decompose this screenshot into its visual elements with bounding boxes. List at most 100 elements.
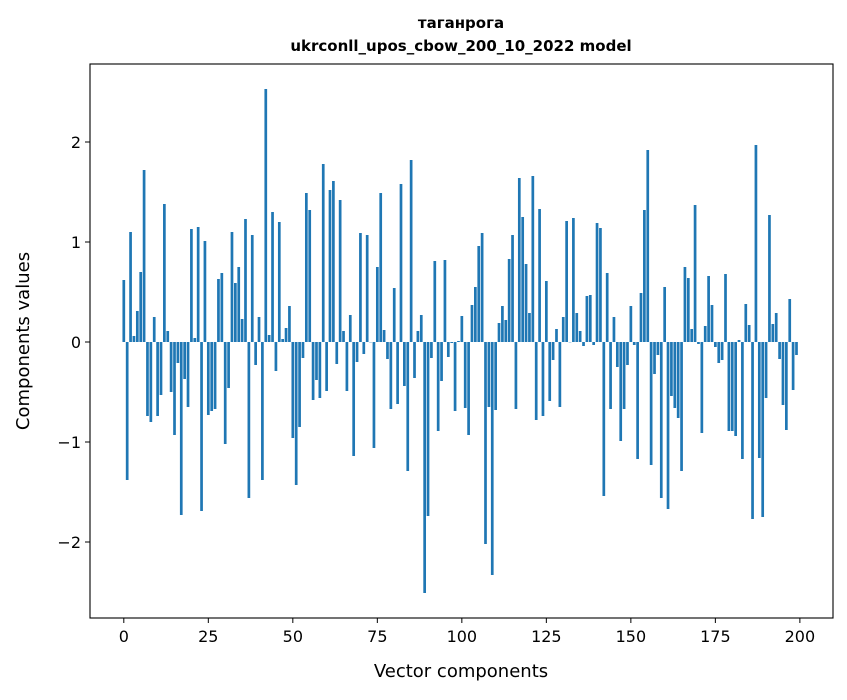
bar-172: [704, 326, 707, 342]
bar-165: [680, 342, 683, 471]
bar-65: [342, 331, 345, 342]
bar-21: [193, 338, 196, 342]
bar-112: [501, 306, 504, 342]
bar-79: [389, 342, 392, 409]
bar-131: [565, 221, 568, 342]
bar-33: [234, 283, 237, 342]
bar-192: [771, 324, 774, 342]
bar-104: [474, 287, 477, 342]
bar-119: [525, 264, 528, 342]
bar-113: [504, 320, 507, 342]
bar-77: [383, 330, 386, 342]
y-tick-label: −2: [57, 533, 81, 552]
bar-135: [579, 331, 582, 342]
bar-13: [166, 331, 169, 342]
bar-81: [396, 342, 399, 404]
bar-51: [295, 342, 298, 485]
bar-28: [217, 279, 220, 342]
x-axis-label: Vector components: [374, 661, 548, 682]
bar-36: [244, 219, 247, 342]
bar-123: [538, 209, 541, 342]
bar-1: [126, 342, 129, 480]
bar-71: [362, 342, 365, 354]
bar-128: [555, 329, 558, 342]
bar-41: [261, 342, 264, 480]
bar-126: [548, 342, 551, 401]
bar-110: [494, 342, 497, 410]
bar-57: [315, 342, 318, 380]
bar-138: [589, 295, 592, 342]
bar-4: [136, 311, 139, 342]
bars-group: [122, 89, 797, 593]
bar-157: [653, 342, 656, 374]
bar-92: [433, 261, 436, 342]
bar-91: [430, 342, 433, 358]
bar-59: [322, 164, 325, 342]
bar-115: [511, 235, 514, 342]
bar-191: [768, 215, 771, 342]
bar-26: [210, 342, 213, 411]
bar-117: [518, 178, 521, 342]
bar-190: [765, 342, 768, 398]
bar-161: [667, 342, 670, 509]
bar-159: [660, 342, 663, 498]
bar-17: [180, 342, 183, 515]
bar-130: [562, 317, 565, 342]
bar-61: [329, 190, 332, 342]
bar-5: [139, 272, 142, 342]
bar-150: [630, 306, 633, 342]
bar-20: [190, 229, 193, 342]
bar-29: [220, 273, 223, 342]
bar-84: [406, 342, 409, 471]
x-tick-label: 75: [367, 627, 387, 646]
bar-95: [444, 260, 447, 342]
bar-177: [721, 342, 724, 360]
bar-86: [413, 342, 416, 378]
y-tick-label: −1: [57, 433, 81, 452]
bar-141: [599, 228, 602, 342]
bar-197: [788, 299, 791, 342]
bar-42: [264, 89, 267, 342]
bar-97: [450, 342, 453, 343]
bar-155: [646, 150, 649, 342]
bar-170: [697, 342, 700, 344]
bar-99: [457, 341, 460, 342]
bar-27: [214, 342, 217, 409]
bar-184: [744, 304, 747, 342]
bar-38: [251, 235, 254, 342]
bar-23: [200, 342, 203, 511]
bar-67: [349, 315, 352, 342]
bar-114: [508, 259, 511, 342]
bar-195: [782, 342, 785, 405]
bar-74: [373, 342, 376, 448]
bar-93: [437, 342, 440, 431]
bar-137: [586, 296, 589, 342]
bar-37: [248, 342, 251, 498]
bar-31: [227, 342, 230, 388]
bar-146: [616, 342, 619, 367]
bar-194: [778, 342, 781, 359]
bar-9: [153, 317, 156, 342]
bar-53: [302, 342, 305, 358]
bar-189: [761, 342, 764, 517]
bar-133: [572, 218, 575, 342]
bar-30: [224, 342, 227, 444]
bar-173: [707, 276, 710, 342]
bar-176: [717, 342, 720, 363]
bar-55: [308, 210, 311, 342]
bar-83: [403, 342, 406, 386]
bar-122: [535, 342, 538, 420]
bar-168: [690, 329, 693, 342]
bar-121: [531, 176, 534, 342]
bar-102: [467, 342, 470, 435]
bar-153: [640, 293, 643, 342]
bar-16: [177, 342, 180, 363]
bar-125: [545, 281, 548, 342]
bar-98: [454, 342, 457, 411]
bar-19: [187, 342, 190, 407]
bar-164: [677, 342, 680, 418]
x-tick-label: 100: [447, 627, 478, 646]
bar-144: [609, 342, 612, 409]
y-tick-label: 2: [71, 133, 81, 152]
bar-183: [741, 342, 744, 459]
